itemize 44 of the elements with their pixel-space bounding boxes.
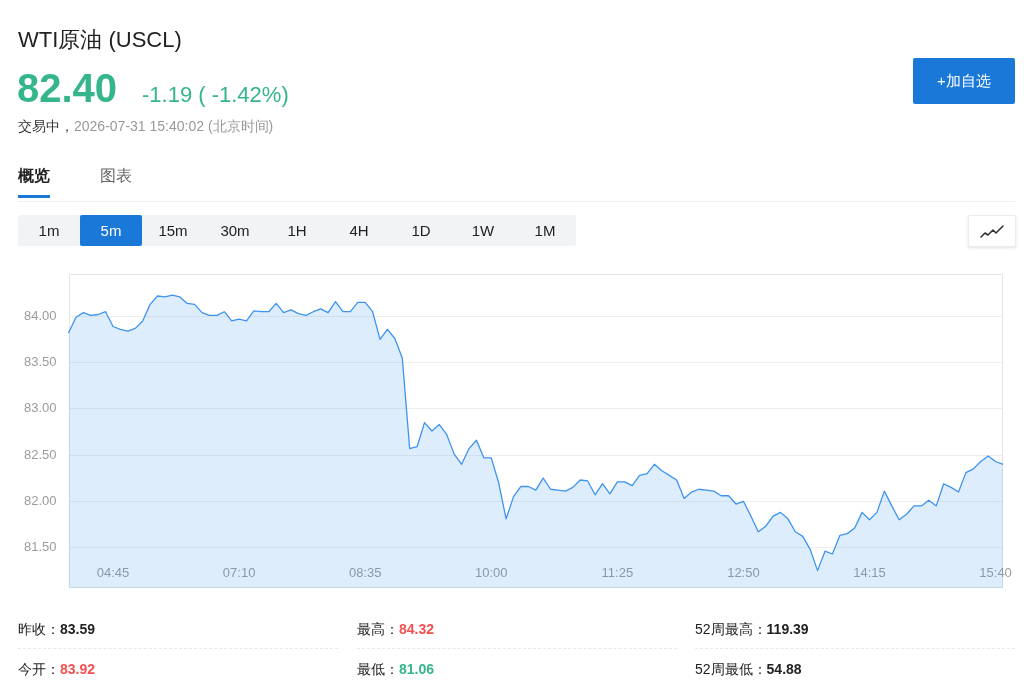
text: 119.39	[766, 620, 809, 639]
y-tick-label: 82.00	[24, 492, 57, 508]
y-tick-label: 81.50	[24, 539, 57, 555]
selected-tab[interactable]: 概览	[18, 166, 50, 198]
x-tick-label: 11:25	[601, 564, 634, 580]
interval-button[interactable]: 1D	[390, 215, 452, 246]
x-tick-label: 07:10	[222, 564, 256, 580]
text: 82.40	[17, 66, 118, 110]
interval-button[interactable]: 4H	[328, 215, 390, 246]
text: 交易中，	[18, 117, 74, 136]
y-tick-label: 83.50	[24, 354, 57, 370]
y-tick-label: 82.50	[24, 446, 57, 462]
text: -1.19 ( -1.42%)	[142, 81, 289, 109]
add-button[interactable]: +加自选	[913, 58, 1015, 104]
chart-type-button[interactable]	[968, 215, 1016, 247]
x-tick-label: 15:40	[979, 564, 1012, 580]
text: 81.06	[399, 660, 435, 679]
interval-button[interactable]: 1m	[18, 215, 80, 246]
y-tick-label: 83.00	[24, 400, 57, 416]
tab[interactable]: 图表	[100, 166, 132, 198]
chart-title: WTI原油 (USCL)	[18, 26, 182, 54]
text: 54.88	[766, 660, 802, 679]
x-tick-label: 14:15	[853, 564, 886, 580]
selected-interval-button[interactable]: 5m	[80, 215, 142, 246]
text: 84.32	[399, 620, 435, 639]
text: 最低：	[357, 660, 399, 679]
y-tick-label: 84.00	[24, 307, 57, 323]
x-tick-label: 12:50	[727, 564, 760, 580]
x-tick-label: 04:45	[96, 564, 130, 580]
x-tick-label: 10:00	[474, 564, 508, 580]
x-tick-label: 08:35	[348, 564, 382, 580]
text: 2026-07-31 15:40:02 (北京时间)	[74, 117, 274, 136]
text: 83.92	[60, 660, 96, 679]
text: 昨收：	[18, 620, 60, 639]
interval-button[interactable]: 15m	[142, 215, 204, 246]
interval-button[interactable]: 1M	[514, 215, 576, 246]
text: 83.59	[60, 620, 96, 639]
text: 52周最高：	[695, 620, 767, 639]
interval-button[interactable]: 1W	[452, 215, 514, 246]
interval-button[interactable]: 30m	[204, 215, 266, 246]
text: 今开：	[18, 660, 60, 679]
text: 最高：	[357, 620, 399, 639]
text: 52周最低：	[695, 660, 767, 679]
interval-button[interactable]: 1H	[266, 215, 328, 246]
